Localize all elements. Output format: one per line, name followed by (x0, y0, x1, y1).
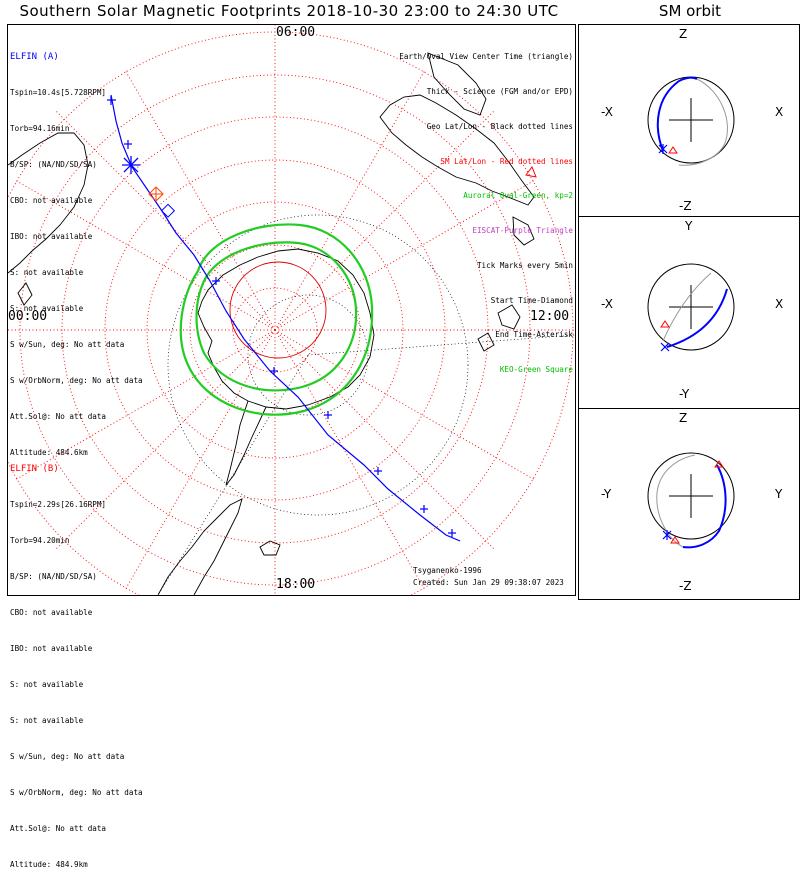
elfin-b-line: S w/Sun, deg: No att data (10, 752, 125, 761)
elfin-a-line: Altitude: 484.6km (10, 448, 88, 457)
elfin-a-end-asterisk (122, 156, 140, 174)
legend-item: Auroral Oval-Green, kp=2 (463, 191, 573, 201)
orbit-panel-yz: Z -Z -Y Y (578, 408, 800, 600)
map-legend: Earth/Oval View Center Time (triangle) T… (370, 28, 573, 387)
elfin-b-line: Tspin=2.29s[26.16RPM] (10, 500, 107, 509)
elfin-a-line: S w/Sun, deg: No att data (10, 340, 125, 349)
elfin-a-line: B/SP: (NA/ND/SD/SA) (10, 160, 97, 169)
elfin-b-line: CBO: not available (10, 608, 93, 617)
axis-label-right: Y (775, 487, 783, 501)
legend-item: Thick - Science (FGM and/or EPD) (426, 86, 573, 96)
elfin-a-track (107, 94, 461, 542)
elfin-a-title: ELFIN (A) (10, 52, 59, 62)
legend-item: Start Time-Diamond (490, 295, 573, 305)
axis-label-left: -X (601, 297, 613, 311)
elfin-b-line: Altitude: 484.9km (10, 860, 88, 869)
elfin-b-line: Att.Sol@: No att data (10, 824, 107, 833)
orbit-panel-xy: Y -Y -X X (578, 216, 800, 409)
elfin-a-line: Torb=94.16min (10, 124, 70, 133)
legend-item: Tick Marks every 5min (476, 260, 573, 270)
elfin-b-line: B/SP: (NA/ND/SD/SA) (10, 572, 97, 581)
time-label-bottom: 18:00 (276, 577, 316, 592)
main-title: Southern Solar Magnetic Footprints 2018-… (19, 2, 559, 20)
elfin-a-line: Att.Sol@: No att data (10, 412, 107, 421)
map-canvas (8, 25, 575, 595)
elfin-b-line: S: not available (10, 716, 84, 725)
created-timestamp: Created: Sun Jan 29 09:38:07 2023 (413, 578, 564, 587)
legend-item: Geo Lat/Lon - Black dotted lines (426, 121, 573, 131)
orbit-plot-xy (647, 263, 735, 352)
axis-label-bottom: -Y (679, 387, 690, 401)
axis-label-top: Y (685, 219, 693, 233)
legend-item: SM Lat/Lon - Red dotted lines (440, 156, 573, 166)
sm-grid (8, 25, 575, 595)
axis-label-right: X (775, 105, 784, 119)
elfin-b-line: S: not available (10, 680, 84, 689)
axis-label-left: -X (601, 105, 613, 119)
model-credit: Tsyganenko-1996 (413, 566, 482, 575)
africa-coastline (8, 132, 89, 306)
legend-item: EISCAT-Purple Triangle (472, 226, 573, 236)
view-center-triangle (525, 165, 537, 178)
axis-label-left: -Y (601, 487, 612, 501)
elfin-a-line: IBO: not available (10, 232, 93, 241)
orbit-plot-xz (647, 76, 735, 166)
legend-item: Earth/Oval View Center Time (triangle) (399, 52, 573, 62)
elfin-a-start-diamond (160, 203, 176, 218)
elfin-a-line: Tspin=10.4s[5.728RPM] (10, 88, 107, 97)
new-zealand-coastline (477, 304, 521, 352)
elfin-b-title: ELFIN (B) (10, 464, 59, 474)
time-label-right: 12:00 (530, 309, 570, 324)
elfin-a-line: S: not available (10, 268, 84, 277)
elfin-b-line: IBO: not available (10, 644, 93, 653)
geo-grid (157, 214, 575, 595)
elfin-a-line: S w/OrbNorm, deg: No att data (10, 376, 143, 385)
legend-item: KEO-Green Square (499, 365, 573, 375)
elfin-b-line: Torb=94.20min (10, 536, 70, 545)
auroral-oval (179, 223, 374, 416)
axis-label-top: Z (679, 411, 688, 425)
axis-label-bottom: -Z (679, 199, 692, 213)
elfin-a-info: ELFIN (A) Tspin=10.4s[5.728RPM] Torb=94.… (10, 27, 143, 483)
elfin-a-line: CBO: not available (10, 196, 93, 205)
australia-coastline (379, 52, 535, 246)
orbit-title: SM orbit (658, 2, 722, 20)
orbit-plot-yz (647, 452, 735, 549)
antarctica-coastline (197, 248, 375, 486)
elfin-b-info: ELFIN (B) Tspin=2.29s[26.16RPM] Torb=94.… (10, 439, 143, 895)
elfin-a-line: S: not available (10, 304, 84, 313)
axis-label-right: X (775, 297, 784, 311)
south-america-coastline (157, 498, 281, 595)
orbit-panel-xz: Z -Z -X X (578, 24, 800, 217)
time-label-top: 06:00 (276, 25, 316, 40)
sm-pole-circle (229, 261, 327, 359)
axis-label-bottom: -Z (679, 579, 692, 593)
elfin-b-line: S w/OrbNorm, deg: No att data (10, 788, 143, 797)
elfin-b-start-diamond (148, 186, 164, 202)
legend-item: End Time-Asterisk (495, 330, 573, 340)
axis-label-top: Z (679, 27, 688, 41)
time-label-left: 00:00 (8, 309, 48, 324)
